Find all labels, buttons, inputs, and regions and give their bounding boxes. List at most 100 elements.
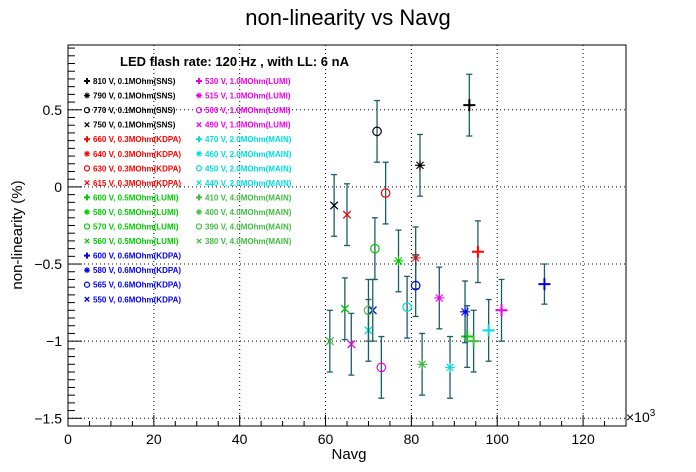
legend-item: 565 V, 0.6MOhm(KDPA) (83, 281, 181, 290)
legend-item: 380 V, 4.0MOhm(MAIN) (196, 237, 292, 246)
legend-item: 790 V, 0.1MOhm(SNS) (84, 92, 176, 101)
data-point (372, 99, 382, 163)
legend-item: 530 V, 1.0MOhm(LUMI) (196, 77, 291, 86)
legend-marker (195, 223, 203, 230)
legend-item: 600 V, 0.5MOhm(LUMI) (84, 193, 179, 202)
legend-item: 630 V, 0.3MOhm(KDPA) (83, 164, 181, 173)
y-tick-label: 0 (54, 179, 62, 195)
data-point (342, 183, 352, 247)
legend-label: 515 V, 1.0MOhm(LUMI) (205, 92, 291, 101)
data-point (460, 280, 471, 344)
data-point (417, 332, 428, 396)
x-tick-label: 0 (64, 431, 72, 447)
y-axis-label: non-linearity (%) (9, 180, 26, 289)
point-marker (467, 335, 480, 348)
point-marker (402, 302, 412, 313)
legend-item: 400 V, 4.0MOhm(MAIN) (196, 208, 292, 217)
x-axis-multiplier-exponent: 3 (650, 408, 656, 419)
point-marker (461, 330, 474, 343)
legend-label: 390 V, 4.0MOhm(MAIN) (205, 223, 292, 232)
legend-marker (84, 252, 90, 259)
legend-item: 810 V, 0.1MOhm(SNS) (84, 77, 176, 86)
data-point (410, 254, 421, 318)
data-point (363, 278, 374, 342)
legend-marker (83, 165, 91, 172)
legend-label: 615 V, 0.3MOhm(KDPA) (93, 179, 181, 188)
x-tick-label: 100 (486, 431, 510, 447)
legend-marker (84, 194, 90, 201)
point-marker (482, 324, 495, 337)
point-marker (329, 201, 339, 210)
data-point (461, 305, 474, 369)
legend-label: 630 V, 0.3MOhm(KDPA) (93, 164, 181, 173)
legend-marker (84, 150, 90, 157)
chart-subtitle: LED flash rate: 120 Hz , with LL: 6 nA (120, 54, 350, 69)
legend-marker (196, 238, 202, 244)
point-marker (434, 292, 445, 303)
point-marker (445, 362, 456, 373)
point-marker (347, 340, 356, 349)
data-point (402, 275, 412, 339)
legend-label: 750 V, 0.1MOhm(SNS) (93, 121, 176, 130)
legend-item: 750 V, 0.1MOhm(SNS) (84, 121, 176, 130)
legend-item: 470 V, 2.0MOhm(MAIN) (196, 135, 292, 144)
legend-marker (84, 136, 90, 143)
legend-label: 570 V, 0.5MOhm(LUMI) (93, 223, 179, 232)
x-tick-labels: 0 20 40 60 80 100 120 (64, 431, 595, 447)
legend-label: 380 V, 4.0MOhm(MAIN) (205, 237, 292, 246)
legend-marker (196, 150, 202, 157)
legend-marker (83, 223, 91, 230)
data-point (380, 161, 391, 225)
legend-marker (84, 267, 90, 274)
legend-marker (196, 78, 202, 84)
legend-marker (83, 281, 91, 288)
legend-label: 440 V, 2.0MOhm(MAIN) (205, 179, 292, 188)
data-point (495, 278, 508, 342)
legend-marker (84, 121, 90, 128)
data-point (482, 298, 495, 362)
data-point (414, 133, 425, 197)
point-marker (340, 304, 350, 313)
data-point (445, 335, 456, 399)
legend-label: 530 V, 1.0MOhm(LUMI) (205, 77, 291, 86)
x-tick-label: 40 (232, 431, 248, 447)
x-tick-label: 60 (318, 431, 334, 447)
legend-marker (84, 296, 90, 302)
legend-label: 770 V, 0.1MOhm(SNS) (93, 106, 176, 115)
data-point (329, 173, 339, 237)
legend-item: 390 V, 4.0MOhm(MAIN) (195, 223, 292, 232)
point-marker (363, 305, 374, 316)
legend-item: 450 V, 2.0MOhm(MAIN) (195, 164, 292, 173)
legend-label: 580 V, 0.6MOhm(KDPA) (93, 266, 181, 275)
x-axis-label: Navg (331, 446, 366, 463)
chart-title: non-linearity vs Navg (245, 5, 450, 30)
grid-lines (68, 45, 626, 426)
legend-item: 560 V, 0.5MOhm(LUMI) (84, 237, 179, 246)
point-marker (495, 304, 508, 317)
x-axis-multiplier: ×103 (626, 408, 656, 425)
legend-label: 460 V, 2.0MOhm(MAIN) (205, 150, 292, 159)
legend-label: 810 V, 0.1MOhm(SNS) (93, 77, 176, 86)
legend-label: 600 V, 0.5MOhm(LUMI) (93, 193, 179, 202)
legend-marker (196, 194, 202, 201)
legend-label: 565 V, 0.6MOhm(KDPA) (93, 281, 181, 290)
legend-marker (84, 180, 90, 186)
legend: 810 V, 0.1MOhm(SNS) 790 V, 0.1MOhm(SNS) 77… (83, 77, 292, 304)
legend-item: 500 V, 1.0MOhm(LUMI) (195, 106, 291, 115)
legend-item: 770 V, 0.1MOhm(SNS) (83, 106, 176, 115)
point-marker (538, 278, 551, 291)
data-point (340, 277, 350, 341)
point-marker (460, 306, 471, 317)
data-point (370, 217, 380, 281)
x-tick-label: 80 (404, 431, 420, 447)
axis-ticks (67, 47, 627, 426)
y-tick-label: 0.5 (43, 102, 63, 118)
legend-item: 640 V, 0.3MOhm(KDPA) (84, 150, 181, 159)
legend-label: 560 V, 0.5MOhm(LUMI) (93, 237, 179, 246)
legend-item: 600 V, 0.6MOhm(KDPA) (84, 252, 181, 261)
x-tick-label: 120 (571, 431, 595, 447)
data-point (463, 73, 476, 137)
legend-marker (84, 92, 90, 99)
legend-marker (84, 238, 90, 244)
data-point (347, 312, 356, 376)
